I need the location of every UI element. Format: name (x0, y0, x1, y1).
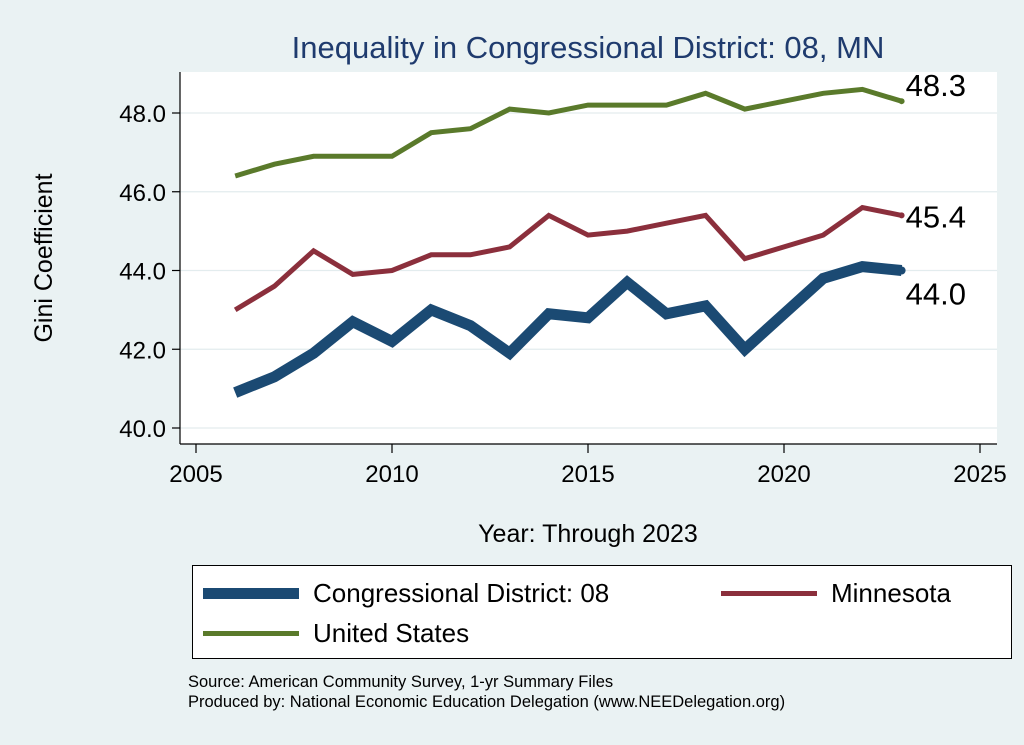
end-label-district: 44.0 (906, 277, 966, 312)
y-tick-label-1: 42.0 (119, 337, 166, 364)
y-tick-label-2: 44.0 (119, 259, 166, 286)
y-axis-title: Gini Coefficient (30, 173, 58, 342)
legend-swatch-minnesota (721, 591, 817, 596)
legend-label-minnesota: Minnesota (831, 578, 951, 608)
end-label-united-states: 48.3 (906, 68, 966, 103)
end-marker-united-states (898, 98, 905, 105)
end-marker-minnesota (898, 212, 905, 219)
end-label-minnesota: 45.4 (906, 199, 966, 234)
x-tick-label-2: 2015 (561, 461, 614, 488)
legend-item-minnesota: Minnesota (721, 578, 951, 609)
legend-label-united-states: United States (313, 618, 470, 648)
series-line-district (233, 261, 903, 398)
legend-swatch-district (203, 588, 299, 599)
y-tick-label-0: 40.0 (119, 416, 166, 443)
series-line-united-states (234, 86, 903, 179)
x-axis-title: Year: Through 2023 (478, 520, 698, 548)
legend: Congressional District: 08 Minnesota Uni… (192, 565, 1012, 659)
chart-footer: Source: American Community Survey, 1-yr … (188, 672, 785, 712)
chart-title: Inequality in Congressional District: 08… (292, 30, 885, 65)
legend-item-district: Congressional District: 08 (203, 578, 609, 609)
y-axis-ticks: 40.0 42.0 44.0 46.0 48.0 (119, 101, 180, 443)
legend-label-district: Congressional District: 08 (313, 578, 610, 608)
y-tick-label-4: 48.0 (119, 101, 166, 128)
legend-swatch-united-states (203, 631, 299, 636)
line-chart: Inequality in Congressional District: 08… (30, 30, 1007, 548)
end-labels: 48.3 45.4 44.0 (906, 68, 966, 311)
y-tick-label-3: 46.0 (119, 180, 166, 207)
x-tick-label-3: 2020 (757, 461, 810, 488)
x-tick-label-0: 2005 (169, 461, 222, 488)
producer-note: Produced by: National Economic Education… (188, 693, 786, 711)
end-marker-district (897, 266, 906, 275)
plot-area (180, 72, 997, 444)
source-note: Source: American Community Survey, 1-yr … (188, 673, 614, 691)
legend-item-united-states: United States (203, 618, 469, 649)
x-axis-ticks: 2005 2010 2015 2020 2025 (169, 444, 1007, 488)
series-line-minnesota (233, 204, 903, 313)
x-tick-label-1: 2010 (365, 461, 418, 488)
x-tick-label-4: 2025 (953, 461, 1006, 488)
series-group (233, 86, 906, 398)
